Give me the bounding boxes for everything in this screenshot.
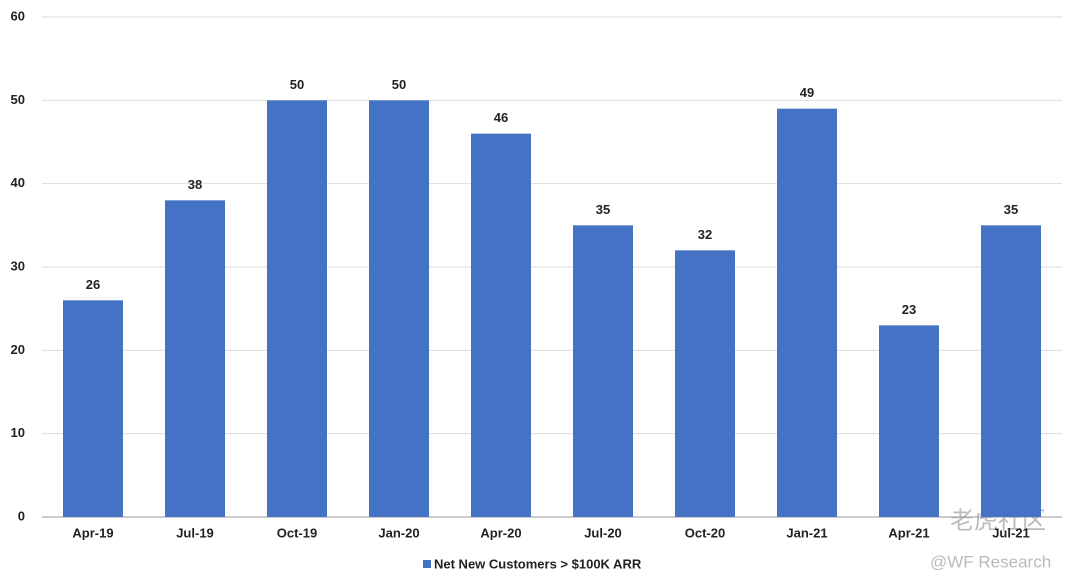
watermark: @WF Research xyxy=(930,552,1051,571)
x-tick-label: Apr-21 xyxy=(888,525,929,540)
y-tick-label: 0 xyxy=(18,508,25,523)
x-tick-label: Jul-20 xyxy=(584,525,622,540)
data-label: 35 xyxy=(596,202,610,217)
y-tick-label: 60 xyxy=(11,8,25,23)
bar xyxy=(879,325,939,517)
bar xyxy=(63,300,123,517)
y-tick-label: 50 xyxy=(11,92,25,107)
bar xyxy=(675,250,735,518)
bar xyxy=(165,200,225,518)
data-label: 32 xyxy=(698,227,712,242)
bar xyxy=(471,133,531,517)
y-tick-label: 40 xyxy=(11,175,25,190)
x-tick-label: Jul-19 xyxy=(176,525,214,540)
data-label: 49 xyxy=(800,85,814,100)
bar xyxy=(573,225,633,518)
x-tick-label: Jan-21 xyxy=(786,525,827,540)
bar xyxy=(267,100,327,517)
data-label: 26 xyxy=(86,277,100,292)
data-label: 46 xyxy=(494,110,508,125)
legend-swatch xyxy=(423,560,431,568)
data-label: 50 xyxy=(392,77,406,92)
data-label: 38 xyxy=(188,177,202,192)
y-tick-label: 10 xyxy=(11,425,25,440)
x-tick-label: Jan-20 xyxy=(378,525,419,540)
data-label: 23 xyxy=(902,302,916,317)
bar xyxy=(981,225,1041,518)
bar xyxy=(777,108,837,518)
legend-label: Net New Customers > $100K ARR xyxy=(434,556,642,571)
y-tick-label: 20 xyxy=(11,342,25,357)
x-tick-label: Jul-21 xyxy=(992,525,1030,540)
data-label: 50 xyxy=(290,77,304,92)
x-tick-label: Oct-19 xyxy=(277,525,317,540)
y-tick-label: 30 xyxy=(11,258,25,273)
x-tick-label: Oct-20 xyxy=(685,525,725,540)
data-label: 35 xyxy=(1004,202,1018,217)
x-tick-label: Apr-20 xyxy=(480,525,521,540)
bar xyxy=(369,100,429,517)
x-tick-label: Apr-19 xyxy=(72,525,113,540)
